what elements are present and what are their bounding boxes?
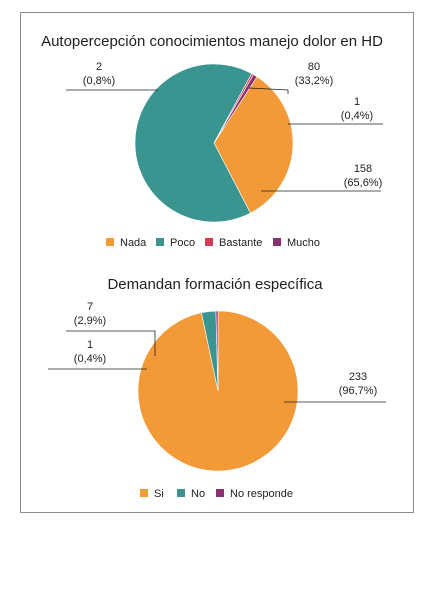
chart-2-slice-no-responde xyxy=(215,310,219,392)
chart-2-leader-no xyxy=(66,330,156,356)
chart-2: Demandan formación específica 7 (2,9%) 1… xyxy=(48,276,386,500)
figure-frame xyxy=(20,12,414,513)
chart-1-label-bastante-pct: (0,4%) xyxy=(341,110,373,122)
legend-label-bastante: Bastante xyxy=(219,237,262,249)
chart-1-slice-mucho xyxy=(213,74,258,144)
chart-2-label-no-pct: (2,9%) xyxy=(74,315,106,327)
legend-swatch-poco xyxy=(156,238,164,246)
chart-2-label-no-count: 7 xyxy=(87,301,93,313)
legend-label-no: No xyxy=(191,488,205,500)
chart-2-label-noresponde-pct: (0,4%) xyxy=(74,353,106,365)
chart-2-pie xyxy=(137,310,299,472)
chart-2-label-si-pct: (96,7%) xyxy=(339,385,378,397)
legend-label-nada: Nada xyxy=(120,237,147,249)
chart-1-label-poco-count: 158 xyxy=(354,163,372,175)
legend-label-poco: Poco xyxy=(170,237,195,249)
chart-1-label-nada-pct: (33,2%) xyxy=(295,75,334,87)
chart-1-label-mucho-count: 2 xyxy=(96,61,102,73)
chart-1-label-bastante-count: 1 xyxy=(354,96,360,108)
legend-swatch-si xyxy=(140,489,148,497)
chart-2-title: Demandan formación específica xyxy=(107,276,323,293)
legend-swatch-no-responde xyxy=(216,489,224,497)
chart-1-title: Autopercepción conocimientos manejo dolo… xyxy=(41,33,383,50)
chart-1-slice-poco xyxy=(134,63,253,223)
legend-swatch-bastante xyxy=(205,238,213,246)
chart-1-leader-nada xyxy=(248,87,289,94)
chart-2-label-si-count: 233 xyxy=(349,371,367,383)
chart-1-label-mucho-pct: (0,8%) xyxy=(83,75,115,87)
legend-label-no-responde: No responde xyxy=(230,488,293,500)
chart-2-legend: Si No No responde xyxy=(140,488,293,500)
legend-swatch-nada xyxy=(106,238,114,246)
chart-2-label-noresponde-count: 1 xyxy=(87,339,93,351)
legend-label-mucho: Mucho xyxy=(287,237,320,249)
chart-1-label-nada-count: 80 xyxy=(308,61,320,73)
chart-1-pie xyxy=(134,63,294,223)
legend-swatch-no xyxy=(177,489,185,497)
chart-1-label-poco-pct: (65,6%) xyxy=(344,177,383,189)
chart-1: Autopercepción conocimientos manejo dolo… xyxy=(41,33,383,249)
legend-swatch-mucho xyxy=(273,238,281,246)
legend-label-si: Si xyxy=(154,488,164,500)
chart-1-legend: Nada Poco Bastante Mucho xyxy=(106,237,320,249)
chart-1-slice-nada xyxy=(213,76,294,214)
